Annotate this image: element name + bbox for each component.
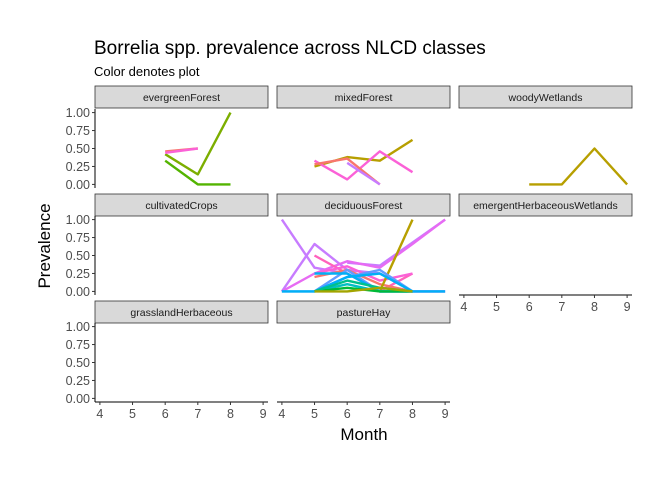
facet-grasslandHerbaceous: grasslandHerbaceous 0.00 0.25 0.50 0.75 1.00 4…: [66, 300, 269, 421]
facet-woodyWetlands: woodyWetlands: [458, 85, 633, 186]
series-line: [281, 272, 446, 293]
facet-emergentHerbaceousWetlands: emergentHerbaceousWetlands 4 5 6 7 8 9: [458, 193, 633, 314]
y-tick-label: 1.00: [66, 106, 90, 120]
series-line: [281, 218, 446, 293]
series-line: [164, 112, 232, 176]
facet-mixedForest: mixedForest: [276, 85, 451, 186]
facet-strip: [94, 85, 269, 109]
facet-strip-label: mixedForest: [335, 92, 393, 104]
x-tick-label: 8: [591, 300, 598, 314]
facet-strip: [458, 193, 633, 217]
series-line: [314, 286, 413, 293]
y-axis-label: Prevalence: [35, 203, 54, 288]
series-line: [313, 150, 414, 181]
y-tick-label: 0.75: [66, 231, 90, 245]
facet-strip-label: grasslandHerbaceous: [130, 307, 232, 319]
x-tick-label: 8: [409, 407, 416, 421]
facet-grid: evergreenForest 0.00 0.25 0.50 0.75 1.00 mixed…: [66, 85, 633, 421]
chart-title: Borrelia spp. prevalence across NLCD cla…: [94, 38, 486, 59]
facet-evergreenForest: evergreenForest 0.00 0.25 0.50 0.75 1.00: [66, 85, 269, 192]
y-tick-label: 0.00: [66, 178, 90, 192]
facet-strip-label: pastureHay: [337, 307, 391, 319]
x-tick-label: 8: [227, 407, 234, 421]
y-tick-label: 0.25: [66, 374, 90, 388]
y-tick-label: 1.00: [66, 320, 90, 334]
x-tick-label: 7: [376, 407, 383, 421]
y-tick-label: 0.00: [66, 285, 90, 299]
x-tick-label: 9: [442, 407, 449, 421]
x-tick-label: 6: [526, 300, 533, 314]
series-line: [165, 147, 198, 154]
x-tick-label: 7: [194, 407, 201, 421]
x-axis-label: Month: [340, 425, 387, 444]
x-tick-label: 5: [311, 407, 318, 421]
x-tick-label: 6: [344, 407, 351, 421]
facet-strip-label: deciduousForest: [325, 200, 403, 212]
x-tick-label: 4: [96, 407, 103, 421]
facet-strip: [94, 300, 269, 324]
facet-cultivatedCrops: cultivatedCrops 0.00 0.25 0.50 0.75 1.00: [66, 193, 269, 299]
chart-subtitle: Color denotes plot: [94, 64, 200, 79]
series-line: [529, 147, 628, 186]
facet-strip: [458, 85, 633, 109]
facet-strip-label: emergentHerbaceousWetlands: [473, 200, 618, 212]
facet-strip: [276, 300, 451, 324]
y-tick-label: 0.25: [66, 267, 90, 281]
x-tick-label: 5: [129, 407, 136, 421]
y-tick-label: 0.50: [66, 249, 90, 263]
series-line: [378, 219, 414, 292]
facet-strip: [94, 193, 269, 217]
facet-strip: [276, 193, 451, 217]
facet-pastureHay: pastureHay 4 5 6 7 8 9: [276, 300, 451, 421]
y-tick-label: 0.75: [66, 338, 90, 352]
x-tick-label: 4: [460, 300, 467, 314]
y-tick-label: 0.00: [66, 392, 90, 406]
facet-strip: [276, 85, 451, 109]
x-tick-label: 6: [162, 407, 169, 421]
y-tick-label: 0.50: [66, 356, 90, 370]
series-line: [347, 218, 446, 267]
y-tick-label: 1.00: [66, 213, 90, 227]
x-tick-label: 5: [493, 300, 500, 314]
y-tick-label: 0.75: [66, 124, 90, 138]
y-tick-label: 0.50: [66, 142, 90, 156]
facet-deciduousForest: deciduousForest: [276, 193, 451, 293]
facet-strip-label: woodyWetlands: [508, 92, 583, 104]
x-tick-label: 4: [278, 407, 285, 421]
facet-strip-label: cultivatedCrops: [145, 200, 217, 212]
x-tick-label: 9: [260, 407, 267, 421]
y-tick-label: 0.25: [66, 160, 90, 174]
series-line: [346, 161, 381, 186]
x-tick-label: 7: [558, 300, 565, 314]
facet-strip-label: evergreenForest: [143, 92, 220, 104]
series-line: [164, 159, 231, 186]
x-tick-label: 9: [624, 300, 631, 314]
